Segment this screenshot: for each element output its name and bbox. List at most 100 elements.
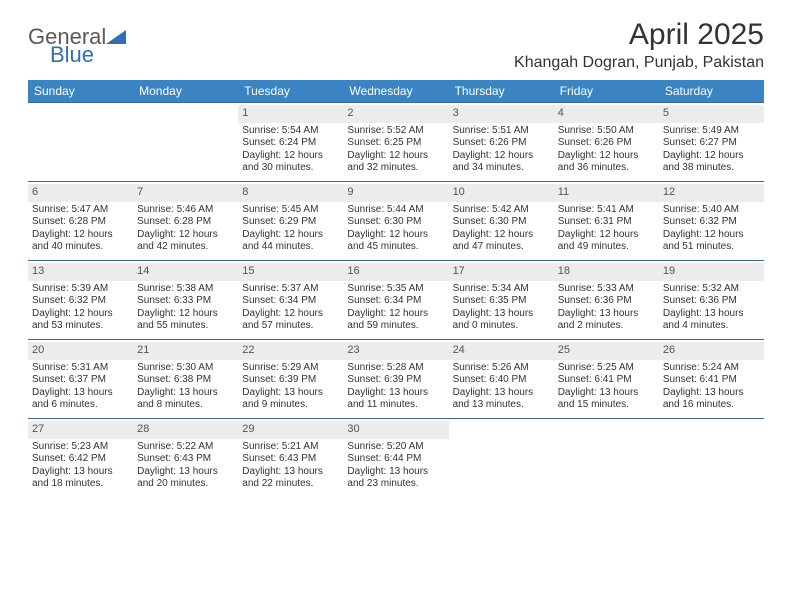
day-cell: 9Sunrise: 5:44 AMSunset: 6:30 PMDaylight… — [343, 182, 448, 260]
day-cell: 7 Sunrise: 5:46 AMSunset: 6:28 PMDaylight… — [133, 182, 238, 260]
day-body: Sunrise: 5:31 AMSunset: 6:37 PMDaylight:… — [32, 362, 129, 412]
day-body: Sunrise: 5:28 AMSunset: 6:39 PMDaylight:… — [347, 362, 444, 412]
day-cell: 22 Sunrise: 5:29 AMSunset: 6:39 PMDayligh… — [238, 340, 343, 418]
day-body: Sunrise: 5:33 AMSunset: 6:36 PMDaylight:… — [558, 283, 655, 333]
day-number: 26 — [659, 342, 764, 360]
day-number: 1 — [238, 105, 343, 123]
weekday-header: Saturday — [659, 80, 764, 102]
day-cell — [28, 103, 133, 181]
day-number: 16 — [343, 263, 448, 281]
day-body: Sunrise: 5:38 AMSunset: 6:33 PMDaylight:… — [137, 283, 234, 333]
day-cell: 3 Sunrise: 5:51 AMSunset: 6:26 PMDaylight… — [449, 103, 554, 181]
day-body: Sunrise: 5:52 AMSunset: 6:25 PMDaylight:… — [347, 125, 444, 175]
day-cell — [659, 419, 764, 497]
day-body: Sunrise: 5:35 AMSunset: 6:34 PMDaylight:… — [347, 283, 444, 333]
day-body: Sunrise: 5:54 AMSunset: 6:24 PMDaylight:… — [242, 125, 339, 175]
weekday-header: Tuesday — [238, 80, 343, 102]
weekday-header: Friday — [554, 80, 659, 102]
week-row: 6 Sunrise: 5:47 AMSunset: 6:28 PMDaylight… — [28, 181, 764, 260]
day-cell — [554, 419, 659, 497]
day-number: 24 — [449, 342, 554, 360]
weekday-header: Wednesday — [343, 80, 448, 102]
day-number: 4 — [554, 105, 659, 123]
day-number: 22 — [238, 342, 343, 360]
day-body: Sunrise: 5:50 AMSunset: 6:26 PMDaylight:… — [558, 125, 655, 175]
day-cell: 11Sunrise: 5:41 AMSunset: 6:31 PMDayligh… — [554, 182, 659, 260]
day-cell: 15 Sunrise: 5:37 AMSunset: 6:34 PMDayligh… — [238, 261, 343, 339]
day-number: 20 — [28, 342, 133, 360]
day-body: Sunrise: 5:21 AMSunset: 6:43 PMDaylight:… — [242, 441, 339, 491]
day-body: Sunrise: 5:46 AMSunset: 6:28 PMDaylight:… — [137, 204, 234, 254]
day-number: 12 — [659, 184, 764, 202]
week-row: 13Sunrise: 5:39 AMSunset: 6:32 PMDayligh… — [28, 260, 764, 339]
weeks-container: 1 Sunrise: 5:54 AMSunset: 6:24 PMDaylight… — [28, 102, 764, 497]
day-number: 29 — [238, 421, 343, 439]
day-body: Sunrise: 5:47 AMSunset: 6:28 PMDaylight:… — [32, 204, 129, 254]
day-body: Sunrise: 5:51 AMSunset: 6:26 PMDaylight:… — [453, 125, 550, 175]
day-body: Sunrise: 5:20 AMSunset: 6:44 PMDaylight:… — [347, 441, 444, 491]
day-body: Sunrise: 5:26 AMSunset: 6:40 PMDaylight:… — [453, 362, 550, 412]
day-number: 19 — [659, 263, 764, 281]
day-number: 11 — [554, 184, 659, 202]
day-body: Sunrise: 5:24 AMSunset: 6:41 PMDaylight:… — [663, 362, 760, 412]
day-number: 7 — [133, 184, 238, 202]
day-number: 14 — [133, 263, 238, 281]
day-cell: 21 Sunrise: 5:30 AMSunset: 6:38 PMDayligh… — [133, 340, 238, 418]
day-number: 15 — [238, 263, 343, 281]
day-cell: 18 Sunrise: 5:33 AMSunset: 6:36 PMDayligh… — [554, 261, 659, 339]
day-cell: 14 Sunrise: 5:38 AMSunset: 6:33 PMDayligh… — [133, 261, 238, 339]
day-body: Sunrise: 5:37 AMSunset: 6:34 PMDaylight:… — [242, 283, 339, 333]
day-cell — [449, 419, 554, 497]
weekday-header-row: SundayMondayTuesdayWednesdayThursdayFrid… — [28, 80, 764, 102]
calendar: SundayMondayTuesdayWednesdayThursdayFrid… — [0, 80, 792, 497]
day-cell: 28Sunrise: 5:22 AMSunset: 6:43 PMDayligh… — [133, 419, 238, 497]
header: General Blue April 2025 Khangah Dogran, … — [0, 0, 792, 80]
day-number: 2 — [343, 105, 448, 123]
day-body: Sunrise: 5:22 AMSunset: 6:43 PMDaylight:… — [137, 441, 234, 491]
day-number: 3 — [449, 105, 554, 123]
day-cell: 29 Sunrise: 5:21 AMSunset: 6:43 PMDayligh… — [238, 419, 343, 497]
day-number: 10 — [449, 184, 554, 202]
day-number: 8 — [238, 184, 343, 202]
day-body: Sunrise: 5:32 AMSunset: 6:36 PMDaylight:… — [663, 283, 760, 333]
day-cell: 25 Sunrise: 5:25 AMSunset: 6:41 PMDayligh… — [554, 340, 659, 418]
title-block: April 2025 Khangah Dogran, Punjab, Pakis… — [514, 18, 764, 72]
logo: General Blue — [28, 26, 126, 66]
day-cell: 5Sunrise: 5:49 AMSunset: 6:27 PMDaylight… — [659, 103, 764, 181]
day-cell: 10 Sunrise: 5:42 AMSunset: 6:30 PMDayligh… — [449, 182, 554, 260]
day-cell — [133, 103, 238, 181]
day-number: 18 — [554, 263, 659, 281]
day-cell: 12Sunrise: 5:40 AMSunset: 6:32 PMDayligh… — [659, 182, 764, 260]
day-body: Sunrise: 5:45 AMSunset: 6:29 PMDaylight:… — [242, 204, 339, 254]
day-number: 5 — [659, 105, 764, 123]
day-cell: 2 Sunrise: 5:52 AMSunset: 6:25 PMDaylight… — [343, 103, 448, 181]
day-body: Sunrise: 5:25 AMSunset: 6:41 PMDaylight:… — [558, 362, 655, 412]
week-row: 20 Sunrise: 5:31 AMSunset: 6:37 PMDayligh… — [28, 339, 764, 418]
day-body: Sunrise: 5:30 AMSunset: 6:38 PMDaylight:… — [137, 362, 234, 412]
day-number: 27 — [28, 421, 133, 439]
week-row: 1 Sunrise: 5:54 AMSunset: 6:24 PMDaylight… — [28, 102, 764, 181]
day-number: 21 — [133, 342, 238, 360]
day-cell: 19 Sunrise: 5:32 AMSunset: 6:36 PMDayligh… — [659, 261, 764, 339]
logo-text-blue: Blue — [50, 44, 94, 66]
day-cell: 1 Sunrise: 5:54 AMSunset: 6:24 PMDaylight… — [238, 103, 343, 181]
week-row: 27Sunrise: 5:23 AMSunset: 6:42 PMDayligh… — [28, 418, 764, 497]
day-cell: 13Sunrise: 5:39 AMSunset: 6:32 PMDayligh… — [28, 261, 133, 339]
day-number: 25 — [554, 342, 659, 360]
day-cell: 30Sunrise: 5:20 AMSunset: 6:44 PMDayligh… — [343, 419, 448, 497]
day-cell: 20 Sunrise: 5:31 AMSunset: 6:37 PMDayligh… — [28, 340, 133, 418]
day-cell: 26 Sunrise: 5:24 AMSunset: 6:41 PMDayligh… — [659, 340, 764, 418]
day-cell: 16 Sunrise: 5:35 AMSunset: 6:34 PMDayligh… — [343, 261, 448, 339]
day-cell: 6 Sunrise: 5:47 AMSunset: 6:28 PMDaylight… — [28, 182, 133, 260]
logo-triangle-icon — [106, 30, 126, 44]
day-cell: 23Sunrise: 5:28 AMSunset: 6:39 PMDayligh… — [343, 340, 448, 418]
day-body: Sunrise: 5:29 AMSunset: 6:39 PMDaylight:… — [242, 362, 339, 412]
day-number: 13 — [28, 263, 133, 281]
day-number: 6 — [28, 184, 133, 202]
day-number: 9 — [343, 184, 448, 202]
location-subtitle: Khangah Dogran, Punjab, Pakistan — [514, 54, 764, 72]
day-cell: 27Sunrise: 5:23 AMSunset: 6:42 PMDayligh… — [28, 419, 133, 497]
day-body: Sunrise: 5:34 AMSunset: 6:35 PMDaylight:… — [453, 283, 550, 333]
day-cell: 24 Sunrise: 5:26 AMSunset: 6:40 PMDayligh… — [449, 340, 554, 418]
day-body: Sunrise: 5:42 AMSunset: 6:30 PMDaylight:… — [453, 204, 550, 254]
